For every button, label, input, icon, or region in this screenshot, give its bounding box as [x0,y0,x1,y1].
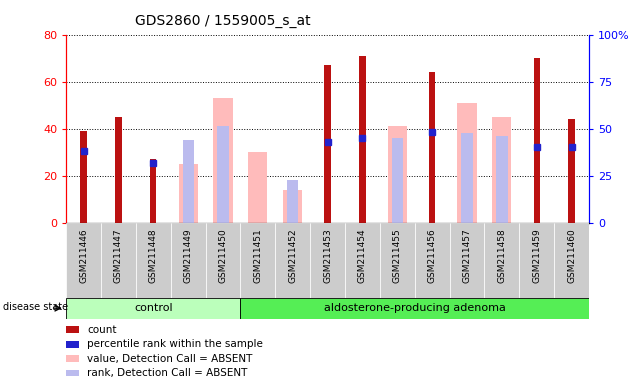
Bar [324,65,331,223]
Text: GSM211447: GSM211447 [114,229,123,283]
Title: GDS2860 / 1559005_s_at: GDS2860 / 1559005_s_at [135,14,311,28]
Bar [66,341,79,348]
Bar [248,152,268,223]
Bar [241,298,589,319]
Bar [241,223,275,298]
Bar [359,56,365,223]
Bar [492,117,512,223]
Bar [66,326,79,333]
Bar [66,298,241,319]
Text: GSM211459: GSM211459 [532,229,541,283]
Bar [287,180,299,223]
Text: aldosterone-producing adenoma: aldosterone-producing adenoma [324,303,506,313]
Bar [66,355,79,362]
Bar [457,103,477,223]
Text: GSM211453: GSM211453 [323,229,332,283]
Bar [217,126,229,223]
Text: GSM211452: GSM211452 [289,229,297,283]
Bar [66,223,101,298]
Bar [136,223,171,298]
Bar [171,223,205,298]
Text: disease state: disease state [3,302,69,312]
Text: rank, Detection Call = ABSENT: rank, Detection Call = ABSENT [87,368,248,378]
Bar [568,119,575,223]
Text: GSM211457: GSM211457 [462,229,471,283]
Text: GSM211448: GSM211448 [149,229,158,283]
Bar [66,369,79,376]
Text: count: count [87,325,117,335]
Text: control: control [134,303,173,313]
Text: GSM211456: GSM211456 [428,229,437,283]
Bar [345,223,380,298]
Bar [214,98,232,223]
Bar [387,126,407,223]
Text: percentile rank within the sample: percentile rank within the sample [87,339,263,349]
Text: GSM211451: GSM211451 [253,229,262,283]
Bar [150,159,156,223]
Bar [310,223,345,298]
Bar [183,141,194,223]
Bar [519,223,554,298]
Bar [392,138,403,223]
Bar [415,223,450,298]
Bar [429,72,435,223]
Bar [484,223,519,298]
Bar [115,117,122,223]
Bar [380,223,415,298]
Bar [283,190,302,223]
Text: value, Detection Call = ABSENT: value, Detection Call = ABSENT [87,354,253,364]
Bar [205,223,241,298]
Bar [496,136,508,223]
Text: GSM211460: GSM211460 [567,229,576,283]
Bar [461,133,472,223]
Bar [534,58,540,223]
Text: GSM211455: GSM211455 [393,229,402,283]
Bar [101,223,136,298]
Text: GSM211458: GSM211458 [498,229,507,283]
Bar [275,223,310,298]
Bar [450,223,484,298]
Bar [554,223,589,298]
Bar [81,131,87,223]
Text: GSM211450: GSM211450 [219,229,227,283]
Text: GSM211449: GSM211449 [184,229,193,283]
Text: GSM211454: GSM211454 [358,229,367,283]
Bar [178,164,198,223]
Text: GSM211446: GSM211446 [79,229,88,283]
